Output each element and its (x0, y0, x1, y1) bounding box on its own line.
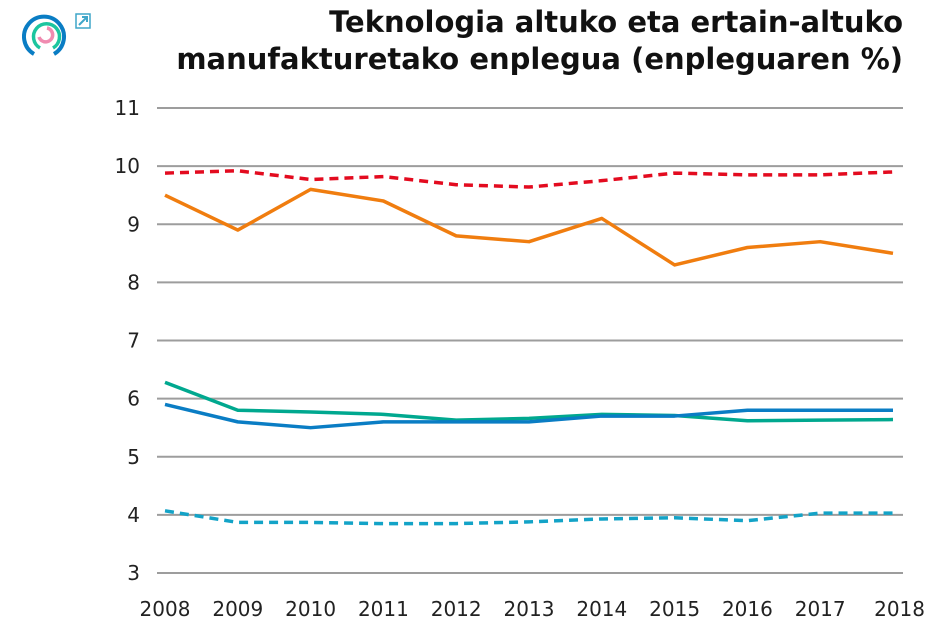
x-tick-label: 2012 (431, 597, 482, 621)
series-line-0 (164, 169, 894, 189)
title-line-1: Teknologia altuko eta ertain-altuko (329, 5, 903, 39)
y-tick-label: 5 (127, 445, 140, 469)
y-tick-label: 7 (127, 329, 140, 353)
x-tick-label: 2018 (874, 597, 925, 621)
x-tick-label: 2016 (722, 597, 773, 621)
x-tick-label: 2017 (795, 597, 846, 621)
title-line-2: manufakturetako enplegua (enpleguaren %) (176, 42, 903, 76)
chart-title: Teknologia altuko eta ertain-altuko manu… (176, 4, 903, 78)
x-tick-label: 2015 (649, 597, 700, 621)
y-tick-label: 10 (115, 154, 140, 178)
y-tick-label: 8 (127, 270, 140, 294)
x-tick-label: 2013 (504, 597, 555, 621)
x-tick-label: 2009 (212, 597, 263, 621)
y-tick-label: 11 (115, 96, 140, 120)
x-tick-label: 2011 (358, 597, 409, 621)
y-tick-label: 4 (127, 503, 140, 527)
y-tick-label: 6 (127, 387, 140, 411)
y-tick-label: 9 (127, 212, 140, 236)
y-tick-label: 3 (127, 561, 140, 585)
series-line-1 (164, 187, 894, 267)
logo-icon (22, 14, 66, 56)
series-line-3 (164, 402, 893, 430)
x-tick-label: 2010 (285, 597, 336, 621)
series-line-2 (164, 380, 894, 423)
x-tick-label: 2014 (576, 597, 627, 621)
series-line-4 (164, 509, 893, 526)
external-link-icon[interactable] (75, 13, 91, 29)
x-tick-label: 2008 (140, 597, 191, 621)
